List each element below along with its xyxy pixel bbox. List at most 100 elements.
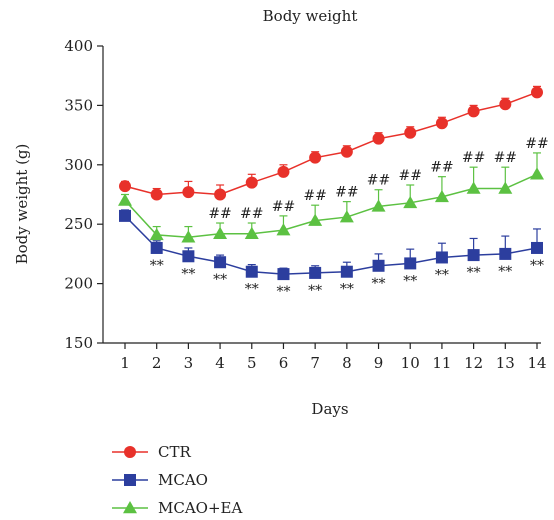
significance-mark-hash: ##	[367, 173, 390, 189]
x-tick-label: 5	[247, 354, 257, 372]
significance-mark-hash: ##	[494, 150, 517, 166]
mcao-point	[309, 266, 322, 279]
x-tick-label: 11	[432, 354, 451, 372]
ctr-point	[404, 126, 417, 139]
mcao-ea-point	[498, 181, 513, 194]
mcao-point	[150, 241, 163, 254]
mcao-ea-point	[181, 230, 196, 243]
mcao-point	[404, 257, 417, 270]
x-tick-label: 8	[342, 354, 352, 372]
y-tick-label: 350	[64, 96, 93, 114]
y-tick-label: 200	[64, 275, 93, 293]
mcao-ea-line	[124, 173, 538, 239]
significance-mark-star: **	[213, 272, 227, 288]
series-lines	[124, 91, 538, 275]
significance-mark-star: **	[372, 276, 386, 292]
ctr-point	[150, 188, 163, 201]
ctr-point	[531, 86, 543, 99]
x-tick-label: 3	[184, 354, 194, 372]
significance-mark-star: **	[530, 258, 544, 274]
mcao-ea-point	[403, 195, 418, 209]
significance-mark-hash: ##	[303, 188, 326, 204]
chart-title: Body weight	[263, 7, 358, 25]
mcao-point	[182, 250, 195, 263]
ctr-point	[119, 180, 131, 193]
mcao-ea-point	[244, 226, 259, 239]
mcao-ea-point	[371, 199, 386, 212]
ctr-point	[435, 117, 448, 130]
significance-mark-hash: ##	[525, 136, 548, 152]
mcao-point	[277, 268, 290, 281]
x-axis-title: Days	[311, 400, 348, 418]
legend-label-ctr: CTR	[158, 443, 191, 461]
mcao-ea-point	[466, 181, 481, 194]
mcao-ea-point	[213, 226, 228, 239]
legend-label-mcao: MCAO	[158, 471, 208, 489]
y-tick-label: 250	[64, 215, 93, 233]
mcao-point	[372, 259, 385, 272]
x-tick-label: 9	[374, 354, 384, 372]
significance-mark-hash: ##	[272, 199, 295, 215]
significance-mark-star: **	[245, 282, 259, 298]
y-axis-title: Body weight (g)	[13, 144, 31, 265]
mcao-ea-point	[149, 227, 164, 241]
ctr-point	[340, 145, 353, 158]
significance-mark-hash: ##	[398, 168, 421, 184]
significance-mark-hash: ##	[335, 185, 358, 201]
significance-mark-star: **	[498, 264, 512, 280]
mcao-point	[214, 256, 227, 269]
data-markers	[118, 86, 544, 281]
ctr-point	[214, 188, 227, 201]
legend-label-mcao-ea: MCAO+EA	[158, 499, 242, 517]
mcao-ea-point	[530, 167, 544, 180]
legend-marker-mcao-ea	[123, 501, 137, 514]
significance-mark-hash: ##	[208, 206, 231, 222]
legend-marker-ctr	[124, 446, 136, 458]
mcao-point	[435, 251, 448, 264]
mcao-point	[245, 265, 258, 278]
significance-mark-star: **	[181, 266, 195, 282]
x-tick-label: 7	[310, 354, 320, 372]
mcao-ea-point	[434, 189, 449, 203]
ctr-point	[245, 176, 258, 189]
significance-mark-star: **	[308, 283, 322, 299]
significance-mark-star: **	[340, 282, 354, 298]
mcao-point	[499, 247, 512, 260]
ctr-point	[372, 132, 385, 145]
significance-mark-star: **	[150, 258, 164, 274]
x-tick-label: 10	[401, 354, 420, 372]
mcao-ea-point	[276, 223, 291, 236]
significance-annotations: ** ** ** ** ** ** ** ** ** ** ** ** ** ## ## ## ## ## ## ##…	[150, 136, 549, 300]
mcao-ea-point	[339, 210, 354, 223]
mcao-point	[119, 209, 131, 222]
legend-marker-mcao	[124, 474, 136, 486]
y-tick-label: 150	[64, 334, 93, 352]
significance-mark-star: **	[467, 265, 481, 281]
x-tick-label: 2	[152, 354, 162, 372]
y-tick-label: 300	[64, 156, 93, 174]
mcao-point	[531, 241, 543, 254]
x-tick-label: 14	[527, 354, 546, 372]
x-tick-label: 13	[496, 354, 515, 372]
ctr-point	[499, 98, 512, 111]
x-tick-label: 6	[279, 354, 289, 372]
significance-mark-hash: ##	[430, 160, 453, 176]
x-tick-label: 1	[120, 354, 130, 372]
ctr-point	[182, 186, 195, 199]
significance-mark-star: **	[435, 267, 449, 283]
ctr-point	[309, 151, 322, 164]
y-tick-label: 400	[64, 37, 93, 55]
ctr-point	[277, 165, 290, 178]
mcao-point	[340, 265, 353, 278]
significance-mark-star: **	[403, 273, 417, 289]
mcao-ea-point	[308, 213, 323, 226]
x-tick-label: 12	[464, 354, 483, 372]
significance-mark-hash: ##	[462, 150, 485, 166]
mcao-point	[467, 249, 480, 262]
ctr-point	[467, 105, 480, 118]
mcao-ea-point	[118, 193, 132, 206]
x-tick-label: 4	[215, 354, 225, 372]
significance-mark-star: **	[276, 284, 290, 300]
